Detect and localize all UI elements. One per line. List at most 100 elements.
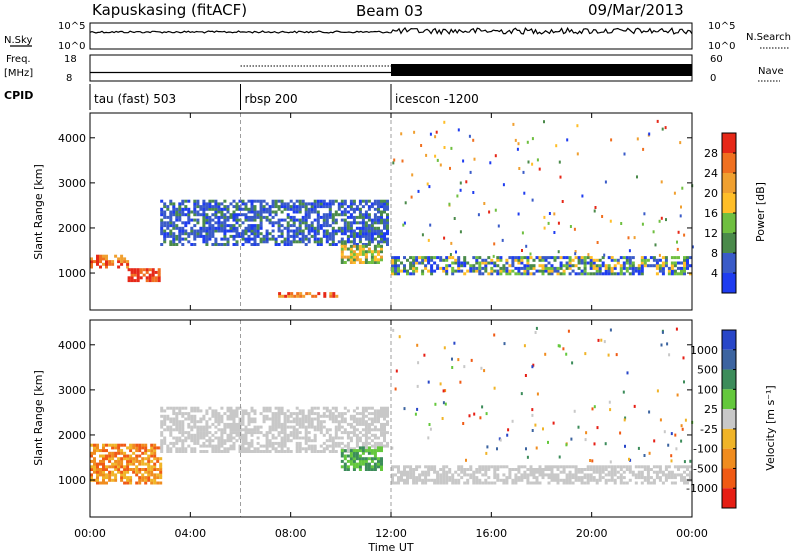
- scatter-cell: [377, 252, 380, 256]
- scatter-cell: [274, 210, 278, 214]
- scatter-cell: [596, 241, 599, 244]
- scatter-cell: [417, 189, 420, 193]
- scatter-cell: [667, 473, 671, 477]
- scatter-cell: [619, 272, 623, 276]
- scatter-cell: [190, 218, 194, 222]
- scatter-cell: [253, 229, 257, 233]
- scatter-cell: [202, 215, 206, 219]
- scatter-cell: [241, 229, 245, 233]
- scatter-cell: [418, 256, 422, 260]
- scatter-cell: [349, 451, 353, 455]
- scatter-cell: [277, 441, 281, 445]
- scatter-cell: [108, 478, 112, 482]
- scatter-cell: [130, 270, 134, 274]
- scatter-cell: [370, 229, 374, 233]
- scatter-cell: [505, 272, 509, 276]
- scatter-cell: [373, 244, 377, 248]
- scatter-cell: [160, 431, 164, 435]
- colorbar-tick-label: 16: [704, 207, 718, 220]
- scatter-cell: [223, 412, 227, 416]
- scatter-cell: [397, 272, 400, 276]
- scatter-cell: [589, 465, 593, 469]
- scatter-cell: [292, 229, 296, 233]
- scatter-cell: [175, 420, 179, 424]
- scatter-cell: [220, 224, 224, 228]
- scatter-cell: [451, 473, 455, 477]
- scatter-cell: [508, 256, 512, 260]
- scatter-cell: [430, 272, 434, 276]
- scatter-cell: [543, 215, 546, 219]
- scatter-cell: [673, 264, 677, 268]
- scatter-cell: [377, 218, 380, 222]
- scatter-cell: [132, 470, 136, 474]
- scatter-cell: [508, 264, 512, 268]
- scatter-cell: [259, 207, 263, 211]
- scatter-cell: [274, 213, 278, 217]
- scatter-cell: [238, 420, 242, 424]
- scatter-cell: [93, 468, 96, 471]
- scatter-cell: [475, 256, 479, 260]
- scatter-cell: [313, 412, 317, 416]
- scatter-cell: [380, 425, 383, 429]
- scatter-cell: [283, 240, 287, 244]
- scatter-cell: [96, 254, 99, 258]
- scatter-cell: [151, 279, 155, 283]
- scatter-cell: [214, 213, 218, 217]
- scatter-cell: [677, 473, 680, 477]
- scatter-cell: [90, 476, 93, 480]
- scatter-cell: [358, 462, 362, 466]
- scatter-cell: [331, 420, 335, 424]
- scatter-cell: [565, 465, 569, 469]
- scatter-cell: [129, 481, 133, 485]
- scatter-cell: [217, 420, 221, 424]
- scatter-cell: [136, 279, 140, 283]
- scatter-cell: [301, 240, 305, 244]
- scatter-cell: [457, 261, 461, 265]
- scatter-cell: [586, 478, 590, 482]
- scatter-cell: [670, 261, 674, 265]
- scatter-cell: [117, 265, 121, 269]
- scatter-cell: [343, 465, 347, 469]
- scatter-cell: [541, 269, 545, 273]
- scatter-cell: [567, 329, 570, 333]
- scatter-cell: [295, 428, 299, 432]
- scatter-cell: [96, 468, 99, 471]
- scatter-cell: [214, 221, 218, 225]
- scatter-cell: [166, 417, 170, 421]
- scatter-cell: [370, 451, 374, 455]
- scatter-cell: [658, 269, 662, 273]
- scatter-cell: [187, 199, 191, 203]
- scatter-cell: [328, 215, 332, 219]
- scatter-cell: [637, 470, 641, 474]
- scatter-cell: [517, 470, 521, 474]
- scatter-cell: [427, 473, 431, 477]
- scatter-cell: [292, 428, 296, 432]
- scatter-cell: [475, 266, 479, 270]
- scatter-cell: [283, 205, 287, 209]
- scatter-cell: [373, 207, 377, 211]
- scatter-cell: [331, 441, 335, 445]
- scatter-cell: [454, 269, 458, 273]
- scatter-cell: [322, 218, 326, 222]
- scatter-cell: [286, 447, 290, 451]
- scatter-cell: [361, 446, 365, 450]
- scatter-cell: [523, 264, 527, 268]
- scatter-cell: [352, 462, 356, 466]
- scatter-cell: [689, 476, 692, 480]
- scatter-cell: [289, 205, 293, 209]
- scatter-cell: [135, 457, 139, 461]
- scatter-cell: [529, 465, 533, 469]
- scatter-cell: [250, 205, 254, 209]
- scatter-cell: [450, 146, 453, 150]
- scatter-cell: [676, 247, 679, 251]
- scatter-cell: [683, 269, 686, 273]
- scatter-cell: [386, 224, 389, 228]
- scatter-cell: [202, 425, 206, 429]
- scatter-cell: [613, 465, 617, 469]
- scatter-cell: [292, 237, 296, 241]
- scatter-cell: [331, 218, 335, 222]
- scatter-cell: [383, 412, 386, 416]
- scatter-cell: [286, 207, 290, 211]
- scatter-cell: [349, 205, 353, 209]
